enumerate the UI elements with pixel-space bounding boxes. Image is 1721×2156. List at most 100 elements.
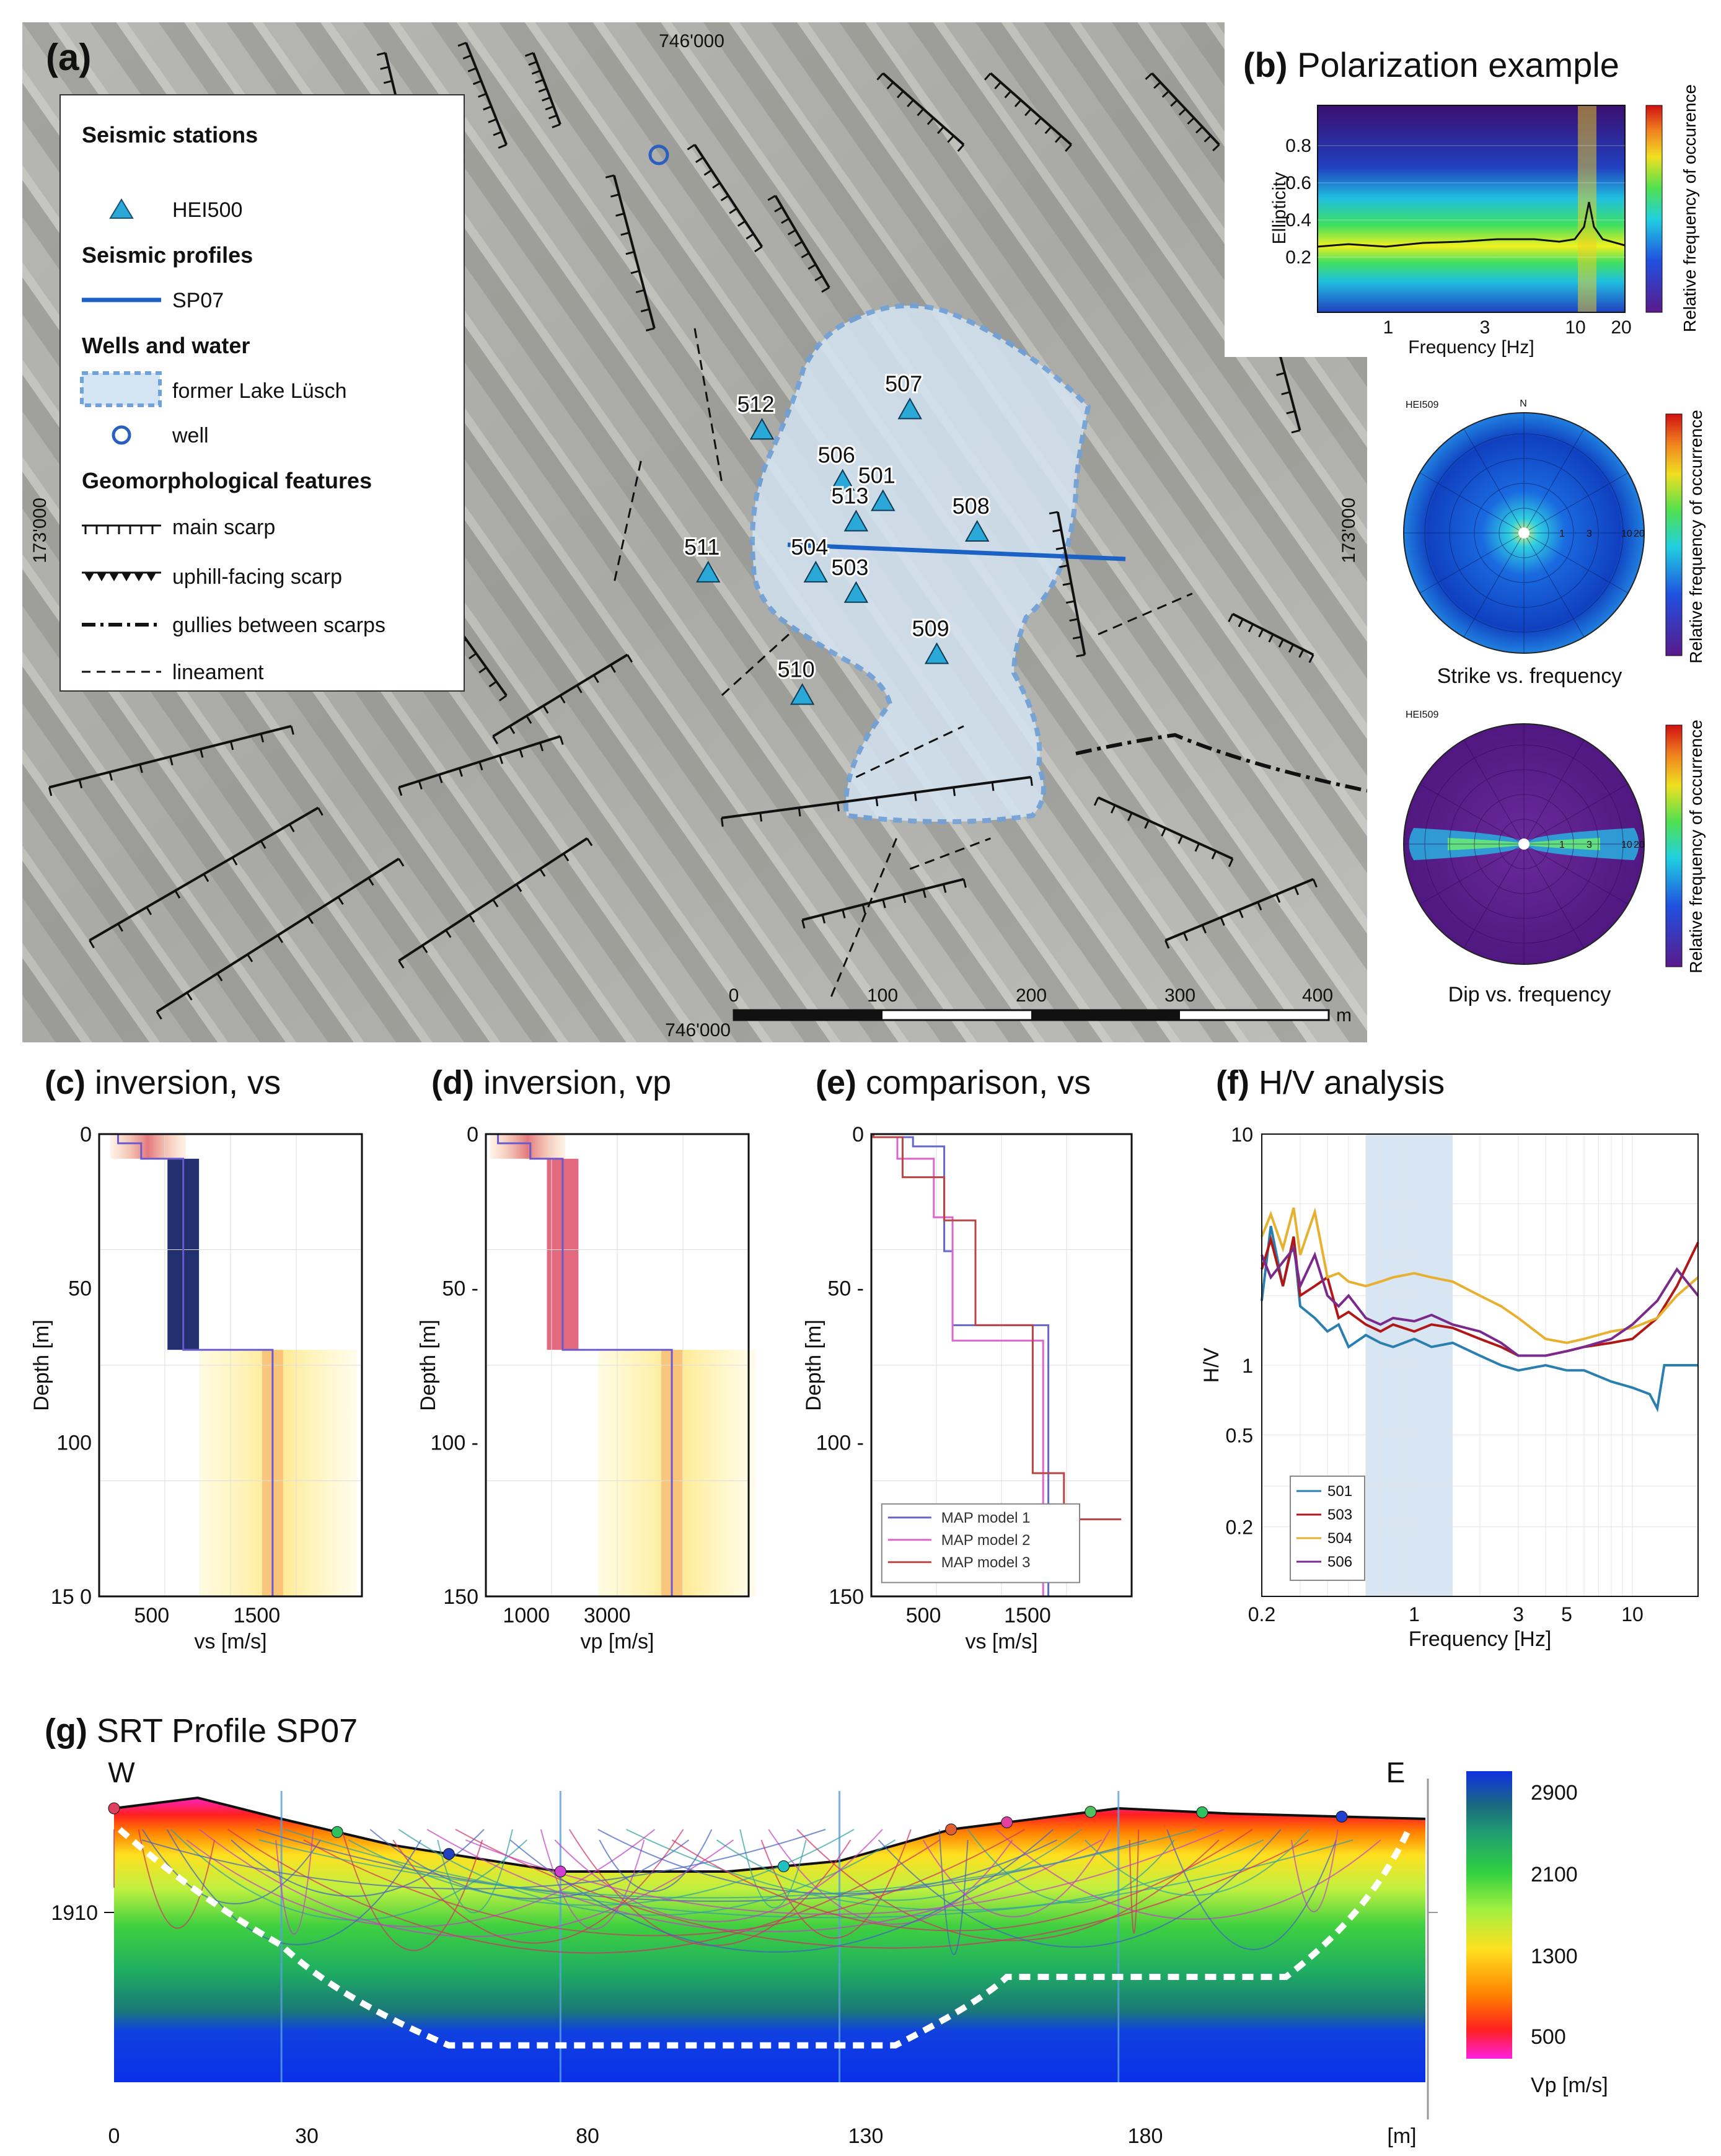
scarp-tick xyxy=(418,780,423,790)
hv-xtick: 3 xyxy=(1513,1603,1524,1626)
scarp-tick xyxy=(1278,639,1284,648)
panel-g-title: SRT Profile SP07 xyxy=(96,1712,358,1749)
dip-tick-20: 20 xyxy=(1634,840,1645,850)
scarp-tick xyxy=(1164,939,1170,949)
srt-geophone xyxy=(778,1860,790,1872)
scale-tick-200: 200 xyxy=(1016,985,1047,1006)
ellip-colorbar xyxy=(1645,105,1663,313)
panel-f-title: H/V analysis xyxy=(1258,1064,1445,1101)
scarp-tick xyxy=(498,695,508,702)
coord-left: 173'000 xyxy=(30,498,50,563)
panel-c-title: inversion, vs xyxy=(95,1064,281,1101)
srt-geophone xyxy=(331,1826,343,1838)
srt-ray xyxy=(455,1829,1309,1949)
scarp-tick xyxy=(1034,117,1042,125)
polar-spoke xyxy=(1463,532,1525,638)
ellip-ytick-06: 0.6 xyxy=(1285,173,1311,193)
ellip-xtick-3: 3 xyxy=(1480,317,1490,338)
srt-ray xyxy=(166,1829,422,1945)
scarp-tick xyxy=(861,904,866,913)
scarp-tick xyxy=(994,81,1001,90)
scarp-tick xyxy=(78,779,83,789)
legend-lineament-label: lineament xyxy=(172,661,264,684)
station-marker[interactable] xyxy=(830,469,855,491)
srt-ytick-1910: 1910 xyxy=(51,1901,98,1925)
srt-xtick-180: 180 xyxy=(1128,2124,1163,2148)
strike-tick-20: 20 xyxy=(1634,529,1645,539)
srt-ray xyxy=(303,1829,1025,1937)
polar-spoke xyxy=(1523,472,1629,534)
well-marker xyxy=(648,144,669,165)
scarp-tick xyxy=(630,270,640,275)
srt-ray xyxy=(760,1829,912,1939)
scarp-tick xyxy=(1308,654,1314,663)
scarp-tick xyxy=(586,837,593,847)
lineament-line xyxy=(693,328,723,482)
srt-xtick-unit: [m] xyxy=(1387,2124,1416,2148)
scarp-tick xyxy=(913,792,917,801)
scarp-tick xyxy=(108,772,113,781)
density-shallow xyxy=(110,1134,186,1159)
scarp-tick xyxy=(1281,391,1290,395)
strike-center xyxy=(1518,527,1530,539)
scarp-tick xyxy=(1276,372,1285,376)
scarp-tick xyxy=(1145,73,1153,80)
station-marker[interactable] xyxy=(843,581,869,603)
former-lake-area xyxy=(750,303,1091,824)
srt-ray xyxy=(227,1829,941,1954)
srt-geophone xyxy=(442,1848,455,1860)
station-marker[interactable] xyxy=(897,397,922,420)
station-marker[interactable] xyxy=(871,489,896,511)
profile-line xyxy=(497,1134,673,1596)
yaxis-label: Depth [m] xyxy=(416,1319,440,1410)
gully-line xyxy=(1075,733,1367,793)
scarp-tick xyxy=(781,218,790,224)
scarp-tick xyxy=(383,80,393,84)
plot-frame xyxy=(870,1133,1133,1598)
station-label: 506 xyxy=(818,442,855,468)
station-marker[interactable] xyxy=(749,418,775,440)
dip-center xyxy=(1518,838,1530,850)
scarp-tick xyxy=(559,695,566,704)
station-label: 504 xyxy=(791,534,828,560)
station-marker[interactable] xyxy=(790,683,815,705)
legend-lake-icon xyxy=(80,371,162,407)
scarp-tick xyxy=(535,79,544,84)
station-label: 501 xyxy=(858,463,896,488)
ellipticity-image xyxy=(1318,105,1625,312)
srt-cbar-2100: 2100 xyxy=(1531,1863,1578,1886)
station-marker[interactable] xyxy=(695,560,721,583)
hv-ytick: 0.2 xyxy=(1226,1516,1253,1539)
srt-xtick-80: 80 xyxy=(576,2124,599,2148)
srt-ray xyxy=(186,1829,656,1927)
ellip-xtick-10: 10 xyxy=(1565,317,1585,338)
scarp-tick xyxy=(186,992,193,1001)
srt-ray xyxy=(1290,1829,1339,1912)
scarp-tick xyxy=(488,680,497,688)
scarp-tick xyxy=(458,768,463,777)
srt-profile: W E 1910 0 30 80 130 180 [m] 2900 2100 1… xyxy=(51,1756,1608,2148)
scarp-tick xyxy=(438,774,443,783)
strike-north: N xyxy=(1520,398,1527,409)
station-marker[interactable] xyxy=(843,509,869,532)
station-marker[interactable] xyxy=(924,642,949,664)
scarp-tick xyxy=(337,896,344,905)
hv-series-line xyxy=(1261,1234,1699,1357)
panel-b-label: (b) Polarization example xyxy=(1243,45,1619,85)
scarp-tick xyxy=(398,960,405,969)
scarp-tick xyxy=(531,69,540,75)
scarp-tick xyxy=(922,889,927,899)
station-marker[interactable] xyxy=(964,519,990,542)
lineament-line xyxy=(1098,592,1193,635)
panel-b-tag: (b) xyxy=(1243,45,1288,84)
srt-ray xyxy=(796,1829,1220,1942)
scale-unit: m xyxy=(1336,1005,1352,1026)
strike-tick-3: 3 xyxy=(1587,529,1592,539)
scarp-tick xyxy=(552,123,561,128)
scarp-tick xyxy=(635,289,645,294)
scarp-tick xyxy=(907,99,914,107)
coord-bottom: 746'000 xyxy=(665,1020,731,1041)
scarp-tick xyxy=(1211,850,1217,860)
lineament-line xyxy=(828,838,897,1002)
station-marker[interactable] xyxy=(803,560,829,583)
